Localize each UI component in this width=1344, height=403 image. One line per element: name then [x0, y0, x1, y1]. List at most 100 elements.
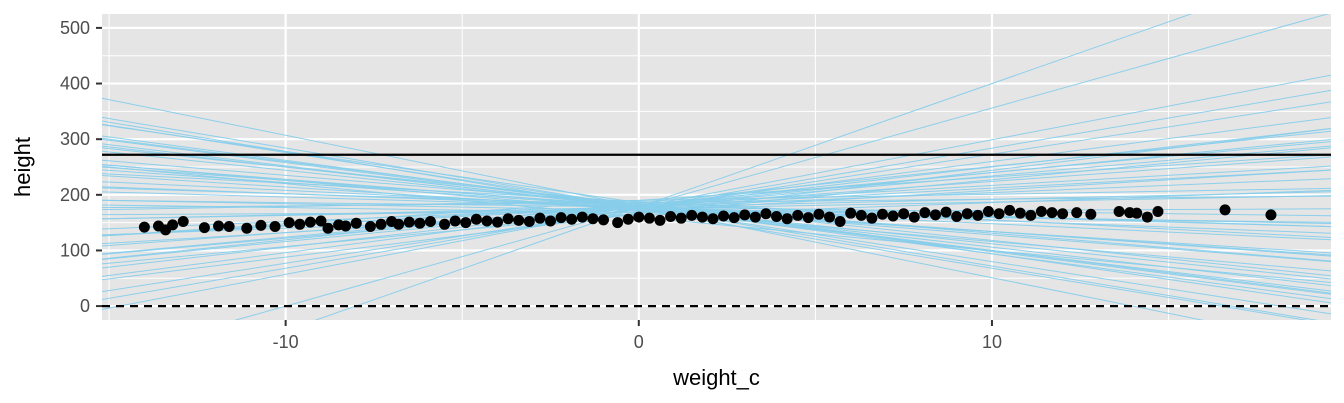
data-point — [951, 211, 963, 223]
y-tick-label: 200 — [60, 185, 90, 205]
data-point — [1265, 209, 1277, 221]
data-point — [364, 221, 376, 233]
y-tick-label: 500 — [60, 18, 90, 38]
prior-line — [102, 141, 1331, 255]
data-point — [534, 212, 546, 224]
data-point — [304, 216, 316, 228]
data-point — [492, 216, 504, 228]
data-point — [982, 206, 994, 218]
y-axis-title: height — [10, 137, 35, 197]
data-point — [545, 215, 557, 227]
data-point — [929, 209, 941, 221]
data-point — [198, 222, 210, 234]
data-point — [576, 211, 588, 223]
data-point — [866, 212, 878, 224]
data-point — [1025, 209, 1037, 221]
y-tick-label: 0 — [80, 296, 90, 316]
data-point — [294, 218, 306, 230]
data-point — [1141, 211, 1153, 223]
data-point — [439, 218, 451, 230]
data-point — [813, 208, 825, 220]
prior-line — [314, 14, 1193, 320]
x-axis: -10 0 10 — [273, 320, 1002, 352]
prior-line — [102, 187, 1331, 211]
data-point — [1085, 208, 1097, 220]
y-tick-label: 400 — [60, 74, 90, 94]
data-point — [255, 219, 267, 231]
data-point — [283, 217, 295, 229]
data-point — [213, 220, 225, 232]
y-tick-label: 100 — [60, 240, 90, 260]
x-tick-label: 10 — [982, 332, 1002, 352]
data-point — [555, 212, 567, 224]
data-point — [961, 208, 973, 220]
data-point — [1035, 206, 1047, 218]
prior-line — [102, 165, 1331, 283]
prior-line — [102, 145, 1331, 255]
data-point — [1219, 204, 1231, 216]
data-point — [269, 221, 281, 233]
data-point — [449, 215, 461, 227]
prior-line — [102, 191, 1331, 228]
data-point — [223, 221, 235, 233]
data-point — [643, 212, 655, 224]
data-point — [393, 218, 405, 230]
data-point — [375, 218, 387, 230]
data-point — [940, 206, 952, 218]
prior-line — [102, 169, 1331, 245]
prior-line — [102, 204, 1331, 223]
data-point — [802, 212, 814, 224]
data-point — [1057, 208, 1069, 220]
x-axis-title: weight_c — [672, 365, 760, 390]
prior-line — [102, 101, 1331, 293]
data-point — [898, 208, 910, 220]
data-point — [1113, 206, 1125, 218]
data-point — [696, 211, 708, 223]
data-point — [749, 211, 761, 223]
data-point — [502, 213, 514, 225]
data-point — [845, 207, 857, 219]
data-point — [340, 220, 352, 232]
data-point — [424, 216, 436, 228]
data-point — [834, 216, 846, 228]
data-points — [138, 204, 1277, 236]
data-point — [470, 213, 482, 225]
data-point — [1014, 207, 1026, 219]
data-point — [1152, 206, 1164, 218]
data-point — [1004, 204, 1016, 216]
data-point — [1131, 207, 1143, 219]
data-point — [403, 216, 415, 228]
data-point — [241, 222, 253, 234]
data-point — [876, 208, 888, 220]
data-point — [728, 212, 740, 224]
data-point — [622, 213, 634, 225]
data-point — [612, 217, 624, 229]
prior-line — [234, 14, 1330, 320]
x-tick-label: -10 — [273, 332, 299, 352]
data-point — [707, 213, 719, 225]
data-point — [597, 214, 609, 226]
prior-line — [102, 74, 1331, 310]
data-point — [686, 209, 698, 221]
data-point — [523, 216, 535, 228]
data-point — [919, 207, 931, 219]
prior-line — [102, 159, 1331, 262]
data-point — [908, 211, 920, 223]
data-point — [675, 212, 687, 224]
data-point — [414, 217, 426, 229]
data-point — [350, 217, 362, 229]
data-point — [771, 211, 783, 223]
prior-line — [102, 164, 1331, 263]
data-point — [993, 208, 1005, 220]
reference-lines — [102, 153, 1331, 308]
data-point — [972, 209, 984, 221]
data-point — [887, 210, 899, 222]
prior-line — [102, 173, 1331, 238]
data-point — [587, 213, 599, 225]
data-point — [138, 221, 150, 233]
data-point — [1046, 207, 1058, 219]
data-point — [824, 211, 836, 223]
data-point — [1071, 207, 1083, 219]
y-tick-label: 300 — [60, 129, 90, 149]
data-point — [654, 214, 666, 226]
